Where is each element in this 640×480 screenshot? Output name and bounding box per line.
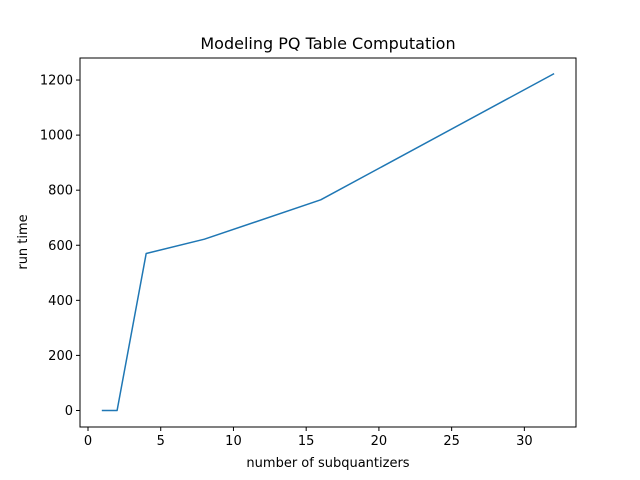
- y-tick-label: 200: [48, 349, 73, 364]
- x-tick-label: 15: [298, 434, 315, 449]
- x-axis: 0 5 10 15 20 25 30: [84, 427, 533, 449]
- y-axis-label: run time: [16, 214, 31, 269]
- axes-frame: [79, 57, 577, 428]
- x-axis-label: number of subquantizers: [246, 456, 409, 471]
- x-tick-label: 30: [516, 434, 533, 449]
- y-tick-label: 800: [48, 184, 73, 199]
- chart-title: Modeling PQ Table Computation: [200, 34, 455, 53]
- y-axis: 0 200 400 600 800 1000 1200: [40, 74, 80, 419]
- x-tick-label: 10: [225, 434, 242, 449]
- y-tick-label: 1200: [40, 74, 73, 89]
- x-tick-label: 0: [84, 434, 92, 449]
- series-line-0: [101, 72, 555, 412]
- x-tick-label: 25: [443, 434, 460, 449]
- x-tick-label: 20: [371, 434, 388, 449]
- plot-area: [79, 57, 577, 428]
- y-tick-label: 400: [48, 294, 73, 309]
- y-tick-label: 600: [48, 239, 73, 254]
- x-tick-label: 5: [157, 434, 165, 449]
- y-tick-label: 0: [65, 404, 73, 419]
- y-tick-label: 1000: [40, 129, 73, 144]
